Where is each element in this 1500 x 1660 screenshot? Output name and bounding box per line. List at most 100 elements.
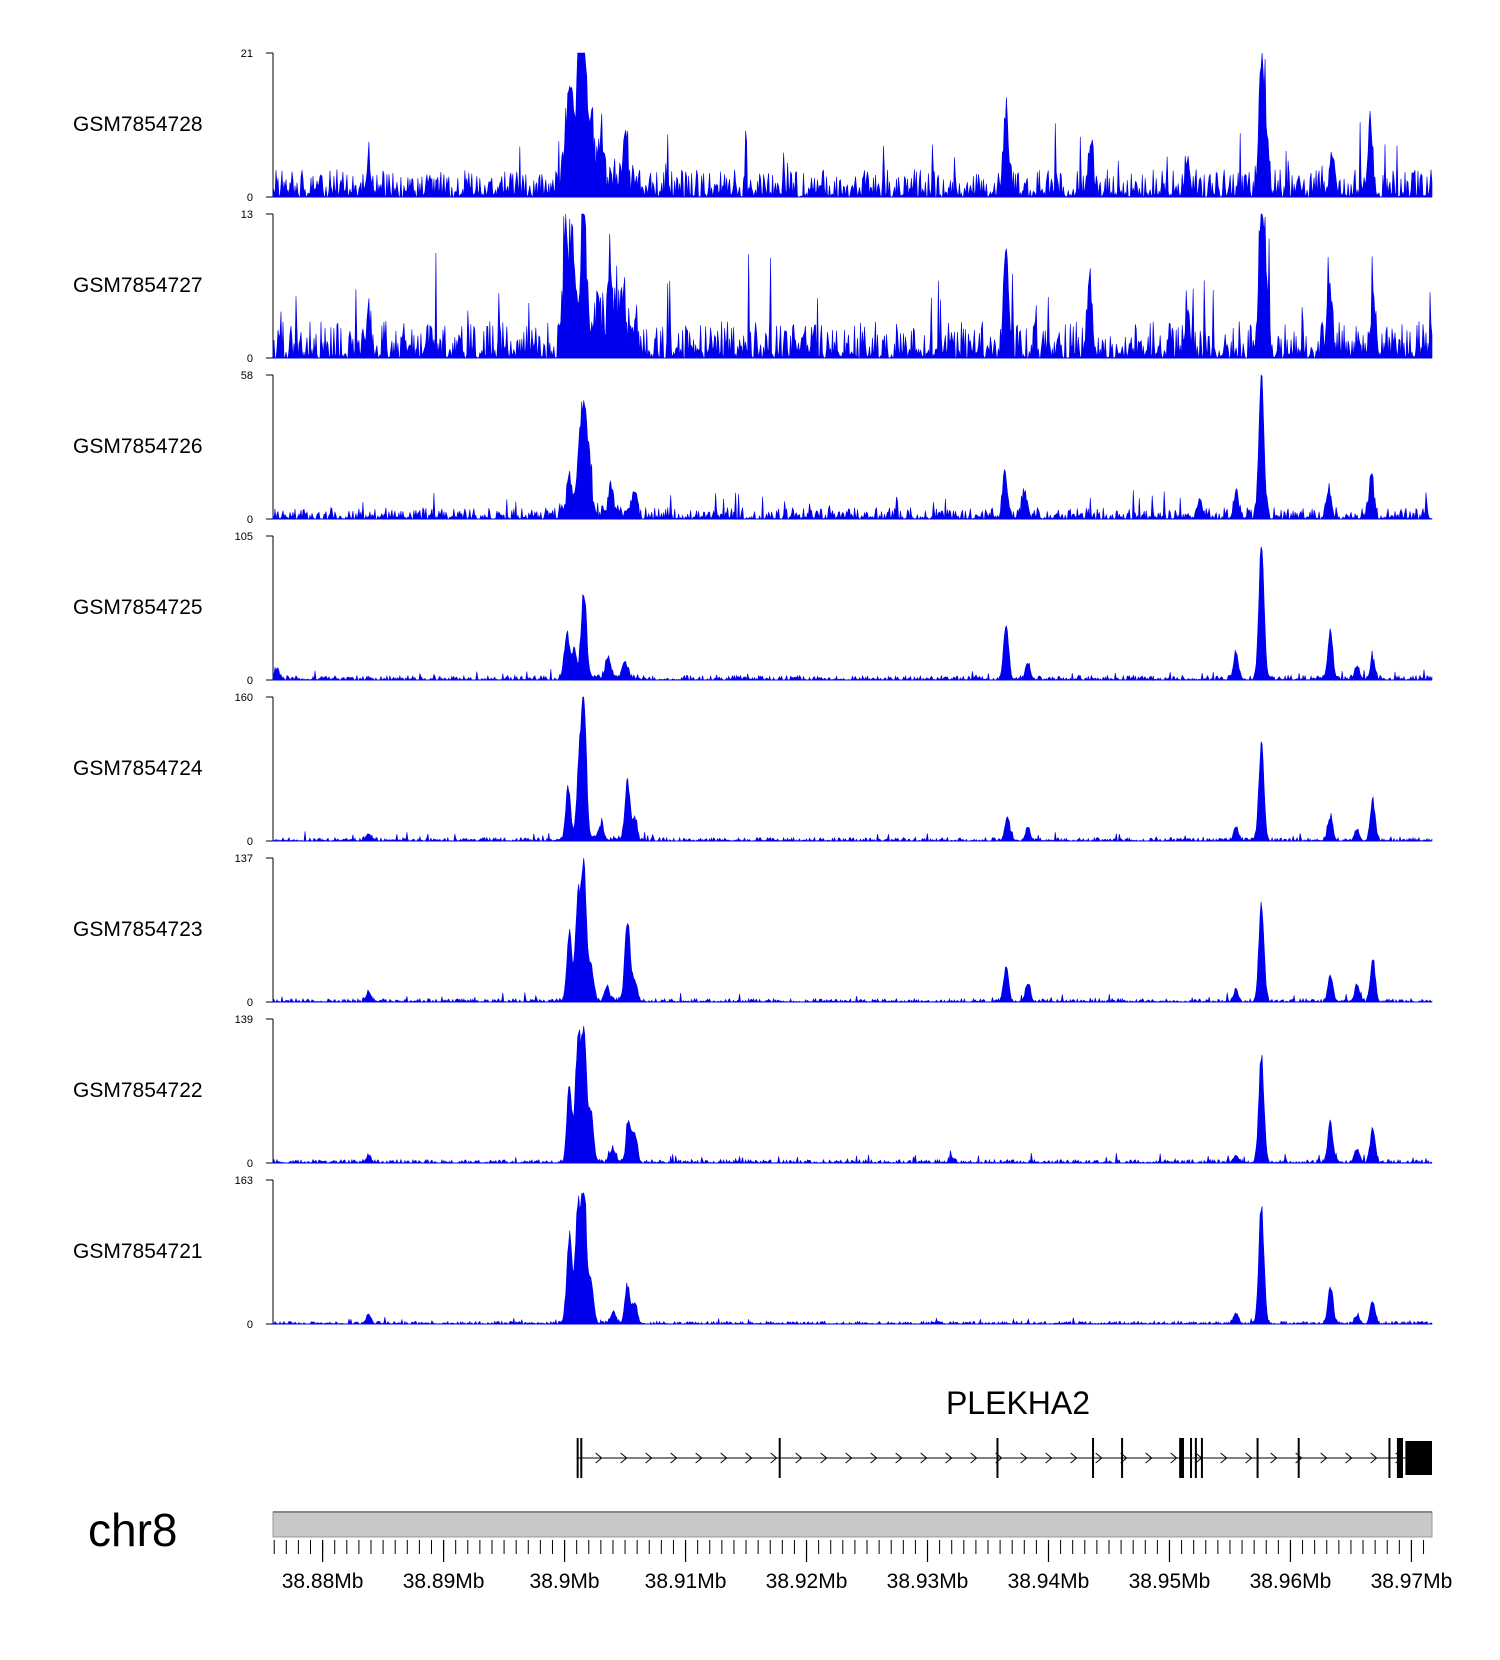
x-tick-label: 38.9Mb <box>530 1570 600 1593</box>
exon <box>1179 1438 1184 1478</box>
track-label: GSM7854722 <box>73 1079 203 1102</box>
chromosome-bar <box>272 1511 1433 1538</box>
strand-arrow <box>595 1452 603 1464</box>
strand-arrow <box>1070 1452 1078 1464</box>
x-tick-label: 38.94Mb <box>1008 1570 1090 1593</box>
strand-arrow <box>1270 1452 1278 1464</box>
y-tick-label-max: 21 <box>241 48 253 60</box>
strand-arrow <box>795 1452 803 1464</box>
signal-area <box>272 52 1433 199</box>
exon <box>996 1438 999 1478</box>
strand-arrow <box>1345 1452 1353 1464</box>
strand-arrow <box>1145 1452 1153 1464</box>
chromosome-axis: chr8 38.88Mb 38.89Mb 38.9Mb 38.91Mb 38.92Mb 38… <box>88 1504 1452 1593</box>
track-label: GSM7854724 <box>73 757 203 780</box>
track-GSM7854725: GSM7854725 105 0 <box>73 531 1433 687</box>
gene-track: PLEKHA2 <box>576 1385 1432 1478</box>
track-GSM7854722: GSM7854722 139 0 <box>73 1014 1433 1170</box>
y-tick-label-max: 137 <box>235 853 253 865</box>
exon <box>1200 1438 1203 1478</box>
exon <box>1092 1438 1095 1478</box>
x-tick-label: 38.88Mb <box>282 1570 364 1593</box>
x-tick-label: 38.93Mb <box>887 1570 969 1593</box>
y-tick-label-min: 0 <box>247 836 253 848</box>
y-tick-label-max: 163 <box>235 1175 253 1187</box>
y-tick-label-max: 105 <box>235 531 253 543</box>
strand-arrow <box>1170 1452 1178 1464</box>
strand-arrow <box>970 1452 978 1464</box>
x-tick-label: 38.92Mb <box>766 1570 848 1593</box>
strand-arrow <box>845 1452 853 1464</box>
chromosome-label: chr8 <box>88 1504 177 1556</box>
strand-arrow <box>820 1452 828 1464</box>
strand-arrow <box>745 1452 753 1464</box>
y-tick-label-max: 160 <box>235 692 253 704</box>
strand-arrow <box>945 1452 953 1464</box>
y-tick-label-min: 0 <box>247 1158 253 1170</box>
strand-arrow <box>1370 1452 1378 1464</box>
signal-area <box>272 1026 1433 1165</box>
exon <box>1396 1438 1403 1478</box>
exon <box>1405 1441 1432 1475</box>
y-tick-label-min: 0 <box>247 353 253 365</box>
track-GSM7854724: GSM7854724 160 0 <box>73 692 1433 848</box>
x-tick-label: 38.91Mb <box>645 1570 727 1593</box>
strand-arrow <box>770 1452 778 1464</box>
exon <box>1121 1438 1124 1478</box>
exon <box>1194 1438 1197 1478</box>
track-label: GSM7854727 <box>73 274 203 297</box>
exon <box>1297 1438 1300 1478</box>
signal-area <box>272 696 1433 842</box>
signal-area <box>272 857 1433 1004</box>
track-label: GSM7854721 <box>73 1240 203 1263</box>
y-tick-label-max: 58 <box>241 370 253 382</box>
coverage-tracks: GSM7854728210GSM7854727130GSM7854726580G… <box>73 48 1433 1331</box>
strand-arrow <box>1320 1452 1328 1464</box>
strand-arrow <box>870 1452 878 1464</box>
track-GSM7854728: GSM7854728 21 0 <box>73 48 1433 204</box>
exon <box>1256 1438 1259 1478</box>
track-GSM7854721: GSM7854721 163 0 <box>73 1175 1433 1331</box>
strand-arrow <box>1045 1452 1053 1464</box>
strand-arrow <box>895 1452 903 1464</box>
track-GSM7854723: GSM7854723 137 0 <box>73 853 1433 1009</box>
signal-area <box>272 213 1433 360</box>
exon <box>778 1438 781 1478</box>
y-tick-label-min: 0 <box>247 514 253 526</box>
track-GSM7854726: GSM7854726 58 0 <box>73 370 1433 526</box>
y-tick-label-min: 0 <box>247 192 253 204</box>
strand-arrow <box>670 1452 678 1464</box>
gene-name: PLEKHA2 <box>946 1385 1090 1421</box>
strand-arrow <box>645 1452 653 1464</box>
track-label: GSM7854725 <box>73 596 203 619</box>
x-tick-label: 38.97Mb <box>1371 1570 1453 1593</box>
x-tick-label: 38.89Mb <box>403 1570 485 1593</box>
exon <box>576 1438 579 1478</box>
strand-arrow <box>695 1452 703 1464</box>
signal-area <box>272 1191 1433 1326</box>
exon <box>1388 1438 1391 1478</box>
signal-area <box>272 546 1433 682</box>
strand-arrow <box>1220 1452 1228 1464</box>
strand-arrow <box>720 1452 728 1464</box>
strand-arrow <box>920 1452 928 1464</box>
y-tick-label-max: 13 <box>241 209 253 221</box>
y-tick-label-min: 0 <box>247 675 253 687</box>
y-tick-label-max: 139 <box>235 1014 253 1026</box>
strand-arrow <box>1295 1452 1303 1464</box>
exon <box>580 1438 583 1478</box>
strand-arrow <box>1245 1452 1253 1464</box>
x-tick-label: 38.95Mb <box>1129 1570 1211 1593</box>
strand-arrow <box>1020 1452 1028 1464</box>
track-label: GSM7854728 <box>73 113 203 136</box>
y-tick-label-min: 0 <box>247 1319 253 1331</box>
track-label: GSM7854726 <box>73 435 203 458</box>
strand-arrow <box>620 1452 628 1464</box>
signal-area <box>272 374 1433 521</box>
track-label: GSM7854723 <box>73 918 203 941</box>
y-tick-label-min: 0 <box>247 997 253 1009</box>
exon <box>1190 1438 1193 1478</box>
track-GSM7854727: GSM7854727 13 0 <box>73 209 1433 365</box>
strand-arrow <box>1095 1452 1103 1464</box>
